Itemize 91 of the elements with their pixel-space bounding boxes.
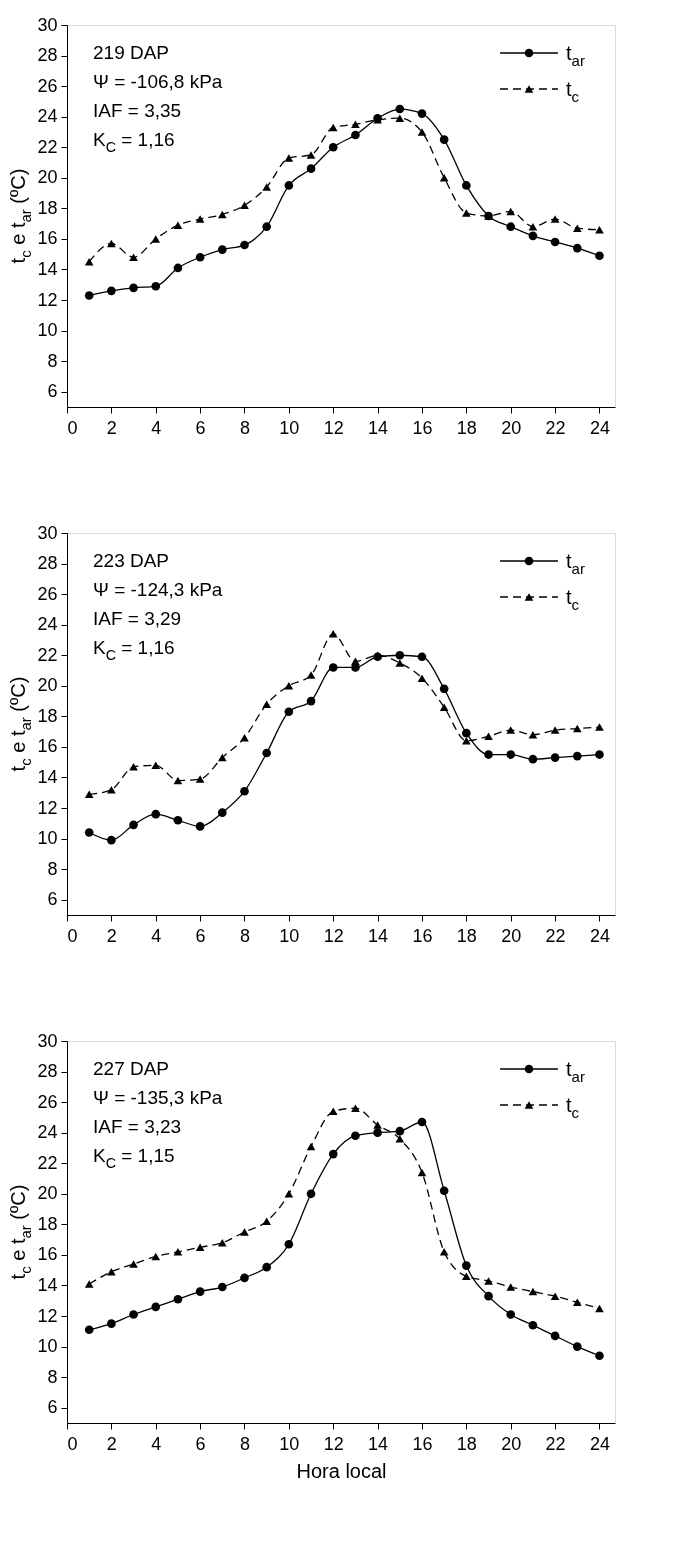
y-tick-label: 14 [37, 766, 58, 787]
x-tick-label: 0 [67, 417, 78, 438]
x-tick-label: 10 [279, 1433, 300, 1454]
x-axis-title: Hora local [296, 1459, 387, 1482]
y-tick-label: 22 [37, 1152, 58, 1173]
y-tick-label: 16 [37, 736, 58, 757]
annotation: 219 DAP [93, 42, 170, 63]
x-tick-label: 24 [589, 925, 610, 946]
y-tick-label: 28 [37, 45, 58, 66]
y-tick-label: 20 [37, 167, 58, 188]
y-axis-title: tc e tar (ºC) [7, 168, 34, 264]
y-tick-label: 12 [37, 289, 58, 310]
x-tick-label: 2 [106, 417, 117, 438]
y-tick-label: 30 [37, 14, 58, 35]
y-tick-label: 12 [37, 797, 58, 818]
x-tick-label: 4 [151, 417, 162, 438]
y-tick-label: 24 [37, 1122, 58, 1143]
x-tick-label: 22 [545, 417, 566, 438]
x-tick-label: 20 [501, 417, 522, 438]
x-tick-label: 20 [501, 1433, 522, 1454]
x-tick-label: 8 [239, 417, 250, 438]
annotation: Ψ = -106,8 kPa [93, 71, 223, 92]
x-tick-label: 18 [456, 1433, 477, 1454]
x-tick-label: 0 [67, 1433, 78, 1454]
y-tick-label: 28 [37, 553, 58, 574]
x-tick-label: 12 [323, 417, 344, 438]
y-tick-label: 26 [37, 583, 58, 604]
annotation: Ψ = -124,3 kPa [93, 579, 223, 600]
x-tick-label: 8 [239, 925, 250, 946]
y-axis-title: tc e tar (ºC) [7, 1184, 34, 1280]
y-tick-label: 8 [47, 350, 58, 371]
y-tick-label: 22 [37, 644, 58, 665]
y-tick-label: 22 [37, 136, 58, 157]
y-tick-label: 10 [37, 320, 58, 341]
y-tick-label: 26 [37, 1091, 58, 1112]
x-tick-label: 12 [323, 1433, 344, 1454]
x-tick-label: 22 [545, 1433, 566, 1454]
y-tick-label: 20 [37, 675, 58, 696]
y-tick-label: 28 [37, 1061, 58, 1082]
x-tick-label: 20 [501, 925, 522, 946]
x-tick-label: 6 [195, 417, 206, 438]
y-tick-label: 30 [37, 522, 58, 543]
y-tick-label: 16 [37, 1244, 58, 1265]
annotation: IAF = 3,35 [93, 100, 182, 121]
y-tick-label: 24 [37, 614, 58, 635]
x-tick-label: 24 [589, 417, 610, 438]
x-tick-label: 4 [151, 925, 162, 946]
y-tick-label: 14 [37, 1274, 58, 1295]
x-tick-label: 2 [106, 925, 117, 946]
y-tick-label: 18 [37, 1213, 58, 1234]
y-tick-label: 18 [37, 197, 58, 218]
x-tick-label: 24 [589, 1433, 610, 1454]
x-tick-label: 14 [368, 925, 389, 946]
x-tick-label: 16 [412, 925, 433, 946]
x-tick-label: 16 [412, 1433, 433, 1454]
x-tick-label: 10 [279, 925, 300, 946]
y-tick-label: 26 [37, 75, 58, 96]
y-tick-label: 12 [37, 1305, 58, 1326]
y-tick-label: 18 [37, 705, 58, 726]
x-tick-label: 0 [67, 925, 78, 946]
x-tick-label: 18 [456, 417, 477, 438]
x-tick-label: 8 [239, 1433, 250, 1454]
annotation: 223 DAP [93, 550, 170, 571]
y-tick-label: 6 [47, 1397, 58, 1418]
y-axis-title: tc e tar (ºC) [7, 676, 34, 772]
y-tick-label: 30 [37, 1030, 58, 1051]
x-tick-label: 18 [456, 925, 477, 946]
annotation: IAF = 3,23 [93, 1116, 182, 1137]
annotation: 227 DAP [93, 1058, 170, 1079]
x-tick-label: 4 [151, 1433, 162, 1454]
x-tick-label: 6 [195, 1433, 206, 1454]
y-tick-label: 20 [37, 1183, 58, 1204]
x-tick-label: 10 [279, 417, 300, 438]
y-tick-label: 10 [37, 1336, 58, 1357]
x-tick-label: 16 [412, 417, 433, 438]
x-tick-label: 6 [195, 925, 206, 946]
y-tick-label: 6 [47, 889, 58, 910]
x-tick-label: 14 [368, 1433, 389, 1454]
y-tick-label: 6 [47, 381, 58, 402]
annotation: Ψ = -135,3 kPa [93, 1087, 223, 1108]
x-tick-label: 14 [368, 417, 389, 438]
x-tick-label: 2 [106, 1433, 117, 1454]
y-tick-label: 24 [37, 106, 58, 127]
y-tick-label: 8 [47, 1366, 58, 1387]
y-tick-label: 8 [47, 858, 58, 879]
y-tick-label: 14 [37, 258, 58, 279]
x-tick-label: 12 [323, 925, 344, 946]
y-tick-label: 16 [37, 228, 58, 249]
x-tick-label: 22 [545, 925, 566, 946]
annotation: IAF = 3,29 [93, 608, 182, 629]
y-tick-label: 10 [37, 828, 58, 849]
